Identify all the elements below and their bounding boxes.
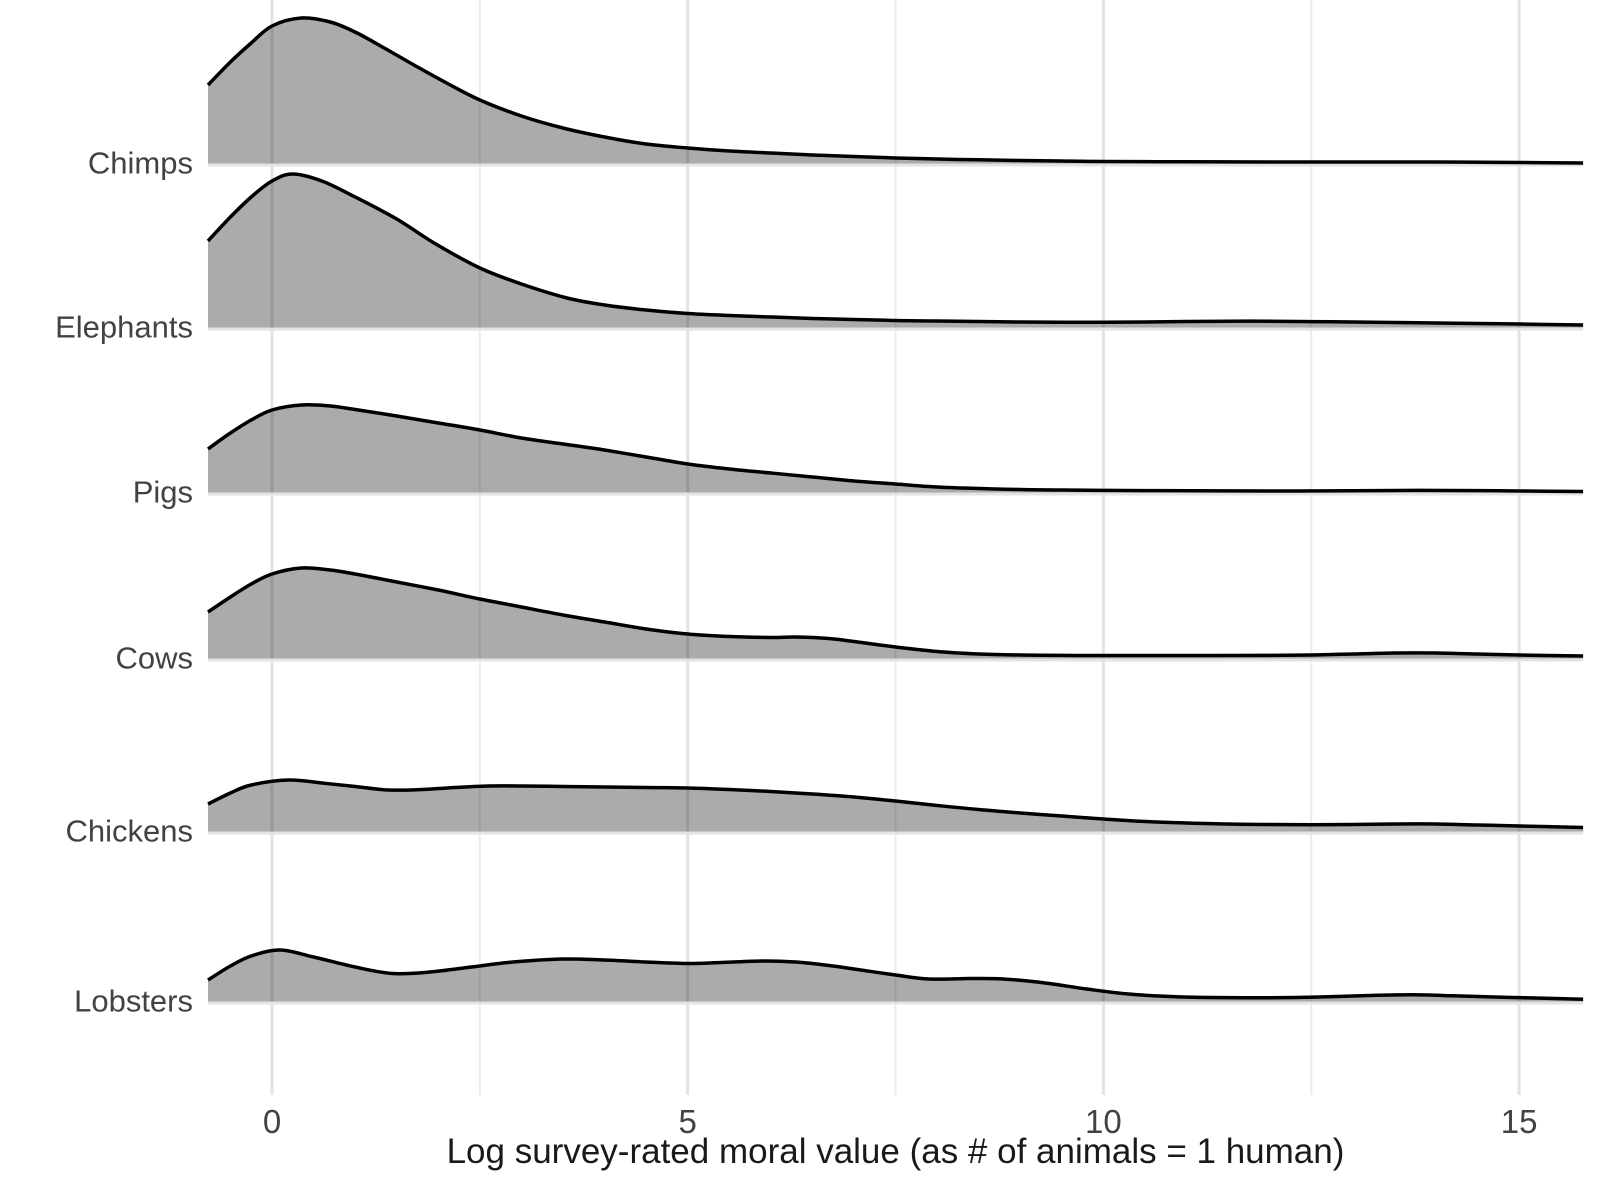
category-label-chickens: Chickens bbox=[65, 813, 194, 849]
x-axis-title: Log survey-rated moral value (as # of an… bbox=[446, 1132, 1345, 1171]
ridge-fill-elephants bbox=[208, 174, 1584, 329]
category-label-elephants: Elephants bbox=[55, 309, 193, 345]
ridge-fill-pigs bbox=[208, 404, 1584, 494]
ridge-outline-pigs bbox=[206, 403, 1584, 494]
x-tick-label-5: 5 bbox=[678, 1103, 697, 1140]
ridge-outline-lobsters bbox=[207, 948, 1584, 1001]
ridge-fill-chickens bbox=[208, 779, 1584, 833]
ridge-fill-chimps bbox=[208, 17, 1584, 165]
x-tick-label-0: 0 bbox=[262, 1103, 282, 1140]
ridge-outline-cows bbox=[207, 566, 1584, 658]
x-tick-label-10: 10 bbox=[1085, 1103, 1122, 1140]
x-tick-label-15: 15 bbox=[1500, 1103, 1538, 1140]
category-label-pigs: Pigs bbox=[132, 474, 193, 510]
ridge-outline-elephants bbox=[206, 172, 1584, 327]
ridge-outline-chimps bbox=[206, 16, 1584, 165]
category-label-cows: Cows bbox=[115, 640, 193, 676]
category-label-chimps: Chimps bbox=[87, 145, 193, 181]
category-label-lobsters: Lobsters bbox=[74, 983, 193, 1019]
ridge-fill-cows bbox=[208, 567, 1584, 660]
ridge-outline-chickens bbox=[207, 778, 1584, 830]
